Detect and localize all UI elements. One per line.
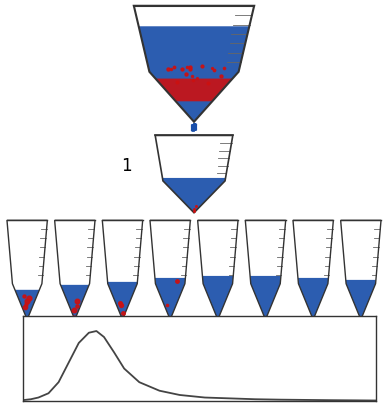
Point: [205, 81, 211, 87]
Point: [190, 78, 196, 85]
Polygon shape: [245, 221, 286, 320]
Point: [71, 307, 77, 313]
Polygon shape: [134, 7, 254, 122]
Polygon shape: [250, 276, 281, 320]
Polygon shape: [150, 221, 191, 320]
Point: [21, 293, 27, 299]
Text: 5: 5: [214, 328, 222, 341]
Point: [218, 73, 224, 80]
Polygon shape: [298, 278, 328, 320]
Polygon shape: [341, 221, 381, 320]
Point: [26, 295, 32, 302]
Text: 1: 1: [23, 328, 31, 341]
Point: [116, 300, 123, 306]
Point: [184, 64, 190, 71]
Polygon shape: [139, 27, 249, 122]
Point: [191, 206, 197, 212]
Point: [191, 209, 197, 215]
Polygon shape: [15, 290, 40, 320]
Point: [22, 304, 28, 310]
Point: [211, 68, 217, 74]
Point: [193, 204, 199, 210]
Point: [23, 301, 29, 307]
Point: [74, 298, 81, 305]
Polygon shape: [293, 221, 333, 320]
Point: [194, 76, 200, 83]
Polygon shape: [107, 282, 137, 320]
Text: 8: 8: [357, 328, 365, 341]
Polygon shape: [155, 136, 233, 213]
Point: [187, 67, 193, 73]
Point: [174, 80, 180, 86]
Polygon shape: [156, 79, 232, 102]
Point: [187, 65, 193, 71]
Point: [165, 66, 171, 73]
Point: [199, 64, 206, 70]
Text: 4: 4: [166, 328, 174, 341]
Text: 6: 6: [262, 328, 269, 341]
Point: [221, 66, 227, 72]
Polygon shape: [197, 221, 238, 320]
Point: [71, 315, 78, 321]
Point: [120, 310, 126, 317]
Polygon shape: [61, 285, 89, 320]
Point: [74, 303, 80, 309]
Text: 3: 3: [119, 328, 126, 341]
Polygon shape: [7, 221, 47, 320]
Text: 2: 2: [71, 328, 79, 341]
Polygon shape: [55, 221, 95, 320]
Polygon shape: [346, 280, 376, 320]
Point: [171, 65, 178, 71]
Point: [209, 65, 215, 72]
Point: [179, 66, 185, 73]
Polygon shape: [163, 179, 225, 213]
Polygon shape: [102, 221, 143, 320]
Point: [168, 67, 174, 73]
Text: 7: 7: [309, 328, 317, 341]
Point: [24, 298, 30, 304]
Point: [183, 72, 189, 78]
Point: [118, 303, 124, 309]
Point: [164, 302, 170, 308]
Point: [174, 279, 180, 285]
Point: [189, 73, 195, 80]
Text: 1: 1: [121, 157, 132, 175]
Polygon shape: [203, 276, 233, 320]
Polygon shape: [155, 278, 185, 320]
